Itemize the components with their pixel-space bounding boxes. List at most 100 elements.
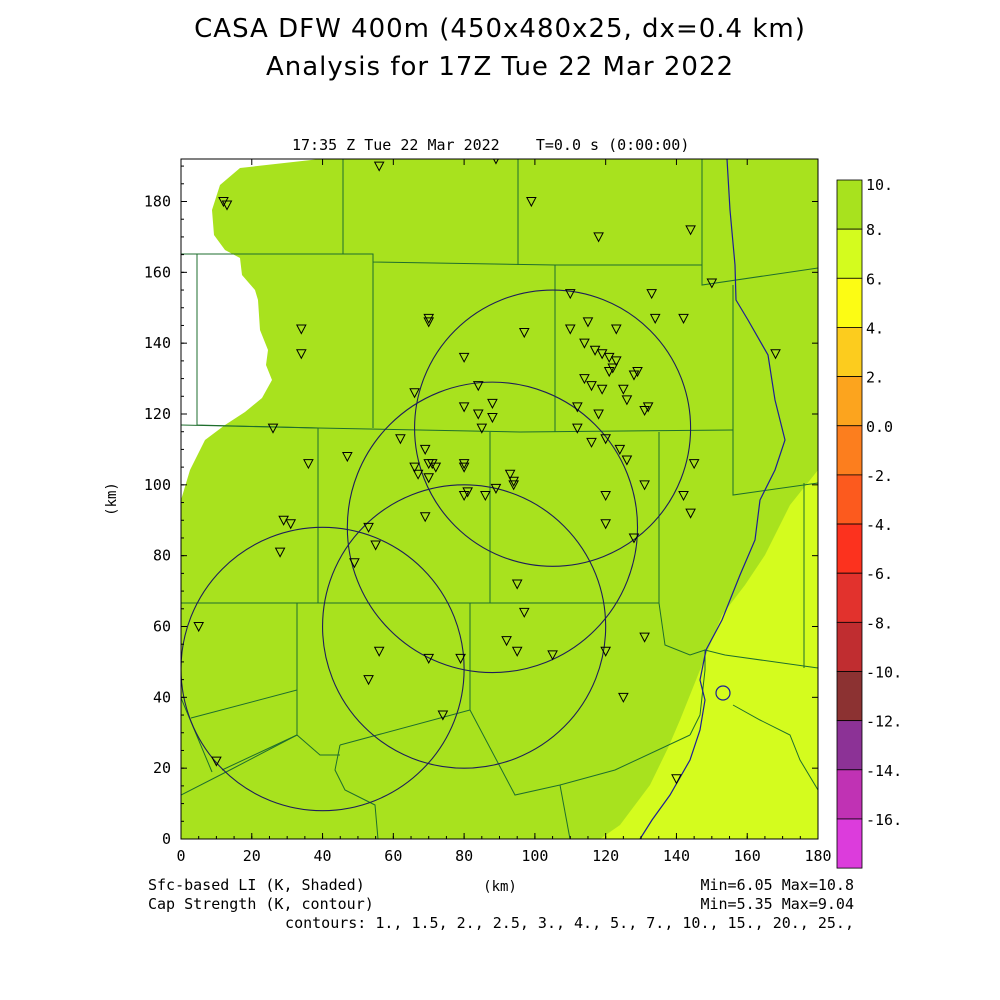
station-marker — [462, 487, 473, 498]
station-marker — [341, 452, 353, 463]
radar-ring — [346, 381, 639, 674]
station-marker — [628, 533, 640, 544]
station-marker — [600, 519, 611, 530]
x-tick-label: 160 — [734, 847, 761, 865]
station-marker — [547, 650, 558, 661]
station-marker — [423, 653, 435, 664]
station-marker — [685, 225, 696, 236]
x-tick-label: 180 — [804, 847, 831, 865]
station-marker — [303, 459, 314, 470]
station-marker — [596, 384, 608, 395]
station-marker — [685, 508, 696, 519]
contour-levels: contours: 1., 1.5, 2., 2.5, 3., 4., 5., … — [285, 914, 854, 932]
y-tick-label: 20 — [153, 759, 171, 777]
station-marker — [678, 313, 689, 324]
shaded-field-label: Sfc-based LI (K, Shaded) — [148, 876, 365, 894]
station-marker — [511, 646, 523, 657]
station-marker — [423, 313, 435, 324]
station-marker — [564, 324, 576, 335]
colorbar-swatch — [836, 621, 863, 672]
station-marker — [646, 289, 658, 300]
y-tick-label: 80 — [153, 547, 171, 565]
x-tick-label: 0 — [176, 847, 185, 865]
station-marker — [278, 515, 289, 526]
station-marker — [526, 197, 537, 208]
x-tick-label: 20 — [243, 847, 261, 865]
colorbar-label: -2. — [866, 467, 893, 485]
station-marker — [614, 444, 626, 455]
radar-ring — [181, 526, 465, 812]
figure-title: CASA DFW 400m (450x480x25, dx=0.4 km) — [194, 14, 806, 44]
contour-field-label: Cap Strength (K, contour) — [148, 895, 374, 913]
station-marker — [504, 469, 516, 480]
station-marker — [593, 409, 604, 420]
station-marker — [518, 328, 530, 339]
x-tick-label: 80 — [455, 847, 473, 865]
station-marker — [373, 646, 385, 657]
y-tick-label: 0 — [162, 830, 171, 848]
station-marker — [600, 646, 611, 657]
station-marker — [211, 756, 222, 767]
colorbar-swatch — [836, 572, 863, 623]
station-marker — [579, 374, 590, 385]
radar-ring — [414, 289, 692, 567]
river-line — [639, 159, 786, 839]
colorbar-label: -6. — [866, 565, 893, 583]
station-marker — [621, 395, 633, 406]
radar-ring — [322, 484, 607, 769]
station-marker — [586, 437, 597, 448]
station-marker — [508, 480, 519, 491]
colorbar-swatch — [836, 327, 863, 378]
station-marker — [610, 356, 622, 367]
y-tick-label: 160 — [144, 263, 171, 281]
colorbar-swatch — [836, 769, 863, 820]
colorbar-label: 6. — [866, 270, 884, 288]
station-markers — [193, 159, 781, 785]
colorbar-label: -10. — [866, 664, 902, 682]
station-marker — [572, 402, 583, 413]
station-marker — [589, 345, 601, 356]
station-marker — [476, 423, 488, 434]
colorbar-label: -8. — [866, 614, 893, 632]
station-marker — [487, 413, 498, 424]
station-marker — [642, 402, 654, 413]
station-marker — [221, 200, 233, 211]
x-tick-label: 40 — [314, 847, 332, 865]
station-marker — [511, 579, 523, 590]
colorbar-swatch — [836, 523, 863, 574]
colorbar-swatch — [836, 228, 863, 279]
county-boundaries — [181, 159, 818, 839]
x-tick-label: 100 — [521, 847, 548, 865]
station-marker — [458, 490, 470, 502]
colorbar-label: 0.0 — [866, 418, 893, 436]
station-marker — [423, 473, 435, 484]
station-marker — [688, 459, 700, 470]
colorbar-swatch — [836, 376, 863, 427]
valid-time-label: 17:35 Z Tue 22 Mar 2022 T=0.0 s (0:00:00… — [292, 136, 690, 154]
station-marker — [395, 434, 406, 445]
station-marker — [501, 636, 512, 647]
station-marker — [472, 409, 484, 420]
radar-range-rings — [181, 289, 692, 812]
station-marker — [437, 710, 449, 721]
station-marker — [678, 490, 689, 502]
station-marker — [295, 349, 307, 360]
station-marker — [639, 480, 650, 491]
station-marker — [770, 349, 781, 360]
station-marker — [267, 423, 279, 434]
colorbar-label: -4. — [866, 516, 893, 534]
station-marker — [579, 338, 590, 349]
station-marker — [218, 197, 229, 208]
colorbar-label: -12. — [866, 713, 902, 731]
station-marker — [458, 402, 470, 413]
station-marker — [472, 381, 484, 392]
station-marker — [632, 367, 643, 378]
station-marker — [480, 490, 491, 502]
station-marker — [363, 522, 374, 533]
station-marker — [596, 349, 608, 360]
station-marker — [628, 370, 640, 381]
y-axis-label: (km) — [104, 482, 120, 516]
colorbar-swatch — [836, 179, 863, 230]
colorbar-label: 10. — [866, 176, 893, 194]
station-marker — [295, 324, 307, 335]
